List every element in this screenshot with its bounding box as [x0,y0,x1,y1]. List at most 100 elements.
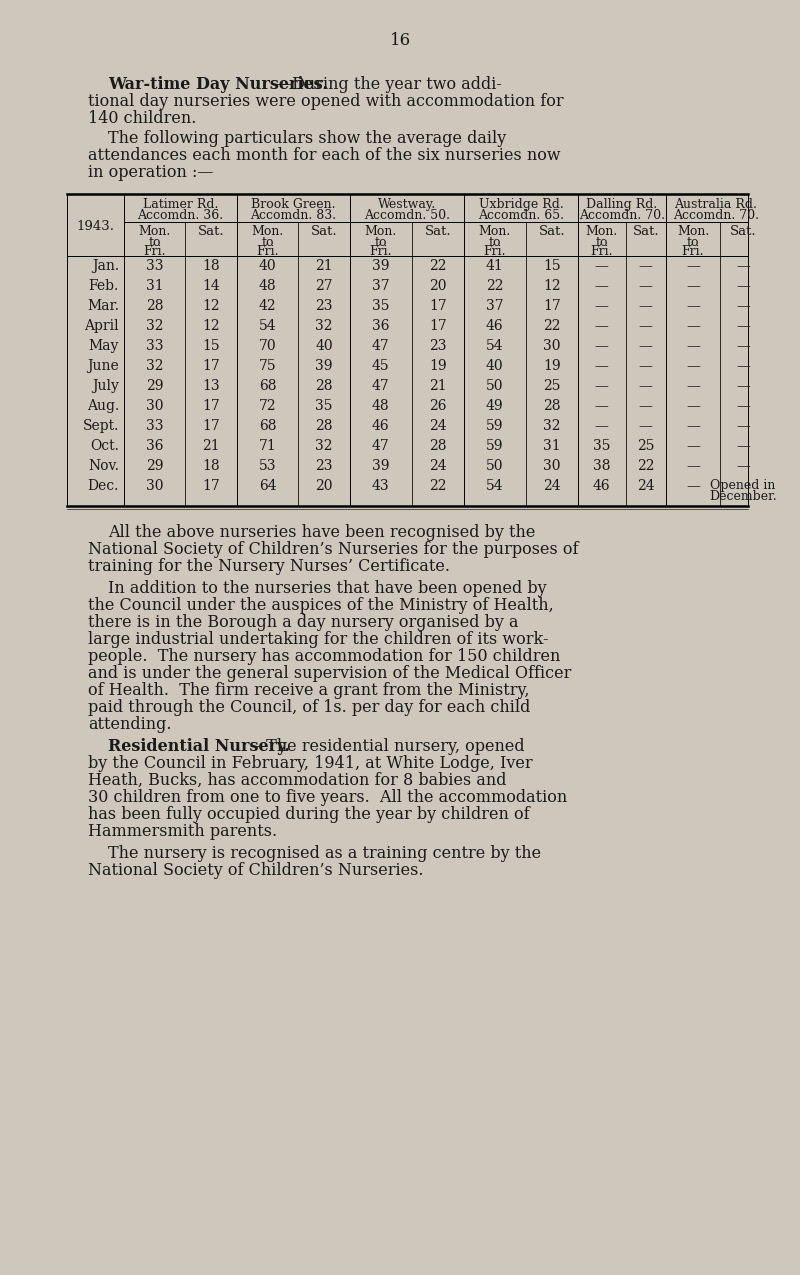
Text: Sat.: Sat. [310,224,338,238]
Text: training for the Nursery Nurses’ Certificate.: training for the Nursery Nurses’ Certifi… [88,558,450,575]
Text: has been fully occupied during the year by children of: has been fully occupied during the year … [88,806,530,822]
Text: Oct.: Oct. [90,439,119,453]
Text: —: — [639,319,653,333]
Text: 18: 18 [202,459,220,473]
Text: Accomdn. 70.: Accomdn. 70. [673,209,759,222]
Text: tional day nurseries were opened with accommodation for: tional day nurseries were opened with ac… [88,93,564,110]
Text: Fri.: Fri. [256,245,278,258]
Text: 31: 31 [543,439,561,453]
Text: 21: 21 [315,259,333,273]
Text: 20: 20 [315,479,333,493]
Text: Accomdn. 50.: Accomdn. 50. [364,209,450,222]
Text: 32: 32 [146,319,163,333]
Text: 25: 25 [543,379,561,393]
Text: —The residential nursery, opened: —The residential nursery, opened [250,738,525,755]
Text: 22: 22 [486,279,503,293]
Text: War-time Day Nurseries.: War-time Day Nurseries. [108,76,328,93]
Text: National Society of Children’s Nurseries.: National Society of Children’s Nurseries… [88,862,423,878]
Text: —: — [736,379,750,393]
Text: 45: 45 [372,360,390,374]
Text: —: — [595,379,609,393]
Text: December.: December. [709,490,777,504]
Text: —: — [639,419,653,434]
Text: Opened in: Opened in [710,479,776,492]
Text: Aug.: Aug. [86,399,119,413]
Text: 36: 36 [146,439,163,453]
Text: 46: 46 [593,479,610,493]
Text: 140 children.: 140 children. [88,110,196,128]
Text: —: — [595,300,609,312]
Text: by the Council in February, 1941, at White Lodge, Iver: by the Council in February, 1941, at Whi… [88,755,533,771]
Text: 17: 17 [202,360,220,374]
Text: 15: 15 [202,339,220,353]
Text: 17: 17 [202,419,220,434]
Text: —: — [639,360,653,374]
Text: 72: 72 [258,399,276,413]
Text: —: — [595,360,609,374]
Text: —: — [736,339,750,353]
Text: Dec.: Dec. [88,479,119,493]
Text: Fri.: Fri. [682,245,704,258]
Text: Brook Green.: Brook Green. [251,198,336,210]
Text: Sat.: Sat. [633,224,659,238]
Text: there is in the Borough a day nursery organised by a: there is in the Borough a day nursery or… [88,615,518,631]
Text: 36: 36 [372,319,390,333]
Text: Mar.: Mar. [87,300,119,312]
Text: —: — [736,300,750,312]
Text: 30 children from one to five years.  All the accommodation: 30 children from one to five years. All … [88,789,567,806]
Text: to: to [374,236,387,249]
Text: —: — [595,399,609,413]
Text: the Council under the auspices of the Ministry of Health,: the Council under the auspices of the Mi… [88,597,554,615]
Text: 41: 41 [486,259,504,273]
Text: to: to [148,236,161,249]
Text: —: — [686,279,700,293]
Text: to: to [262,236,274,249]
Text: —: — [736,360,750,374]
Text: 28: 28 [315,419,333,434]
Text: Mon.: Mon. [586,224,618,238]
Text: 71: 71 [258,439,276,453]
Text: Fri.: Fri. [143,245,166,258]
Text: attending.: attending. [88,717,171,733]
Text: 26: 26 [429,399,446,413]
Text: 29: 29 [146,379,163,393]
Text: —: — [686,339,700,353]
Text: —: — [595,339,609,353]
Text: to: to [686,236,699,249]
Text: 30: 30 [543,339,561,353]
Text: 21: 21 [202,439,220,453]
Text: Fri.: Fri. [590,245,613,258]
Text: Sat.: Sat. [538,224,565,238]
Text: In addition to the nurseries that have been opened by: In addition to the nurseries that have b… [108,580,546,597]
Text: 23: 23 [315,300,333,312]
Text: 18: 18 [202,259,220,273]
Text: 37: 37 [372,279,390,293]
Text: 23: 23 [429,339,446,353]
Text: 46: 46 [486,319,503,333]
Text: 47: 47 [372,379,390,393]
Text: —: — [639,259,653,273]
Text: Fri.: Fri. [483,245,506,258]
Text: 35: 35 [315,399,333,413]
Text: 39: 39 [372,259,390,273]
Text: —: — [639,279,653,293]
Text: 17: 17 [543,300,561,312]
Text: Australia Rd.: Australia Rd. [674,198,758,210]
Text: 22: 22 [543,319,561,333]
Text: 47: 47 [372,339,390,353]
Text: 27: 27 [315,279,333,293]
Text: 30: 30 [543,459,561,473]
Text: —: — [686,479,700,493]
Text: —: — [686,379,700,393]
Text: 48: 48 [372,399,390,413]
Text: 48: 48 [258,279,276,293]
Text: 21: 21 [429,379,446,393]
Text: in operation :—: in operation :— [88,164,214,181]
Text: 31: 31 [146,279,163,293]
Text: 14: 14 [202,279,220,293]
Text: 54: 54 [258,319,276,333]
Text: Mon.: Mon. [251,224,284,238]
Text: 30: 30 [146,479,163,493]
Text: 42: 42 [258,300,276,312]
Text: 28: 28 [315,379,333,393]
